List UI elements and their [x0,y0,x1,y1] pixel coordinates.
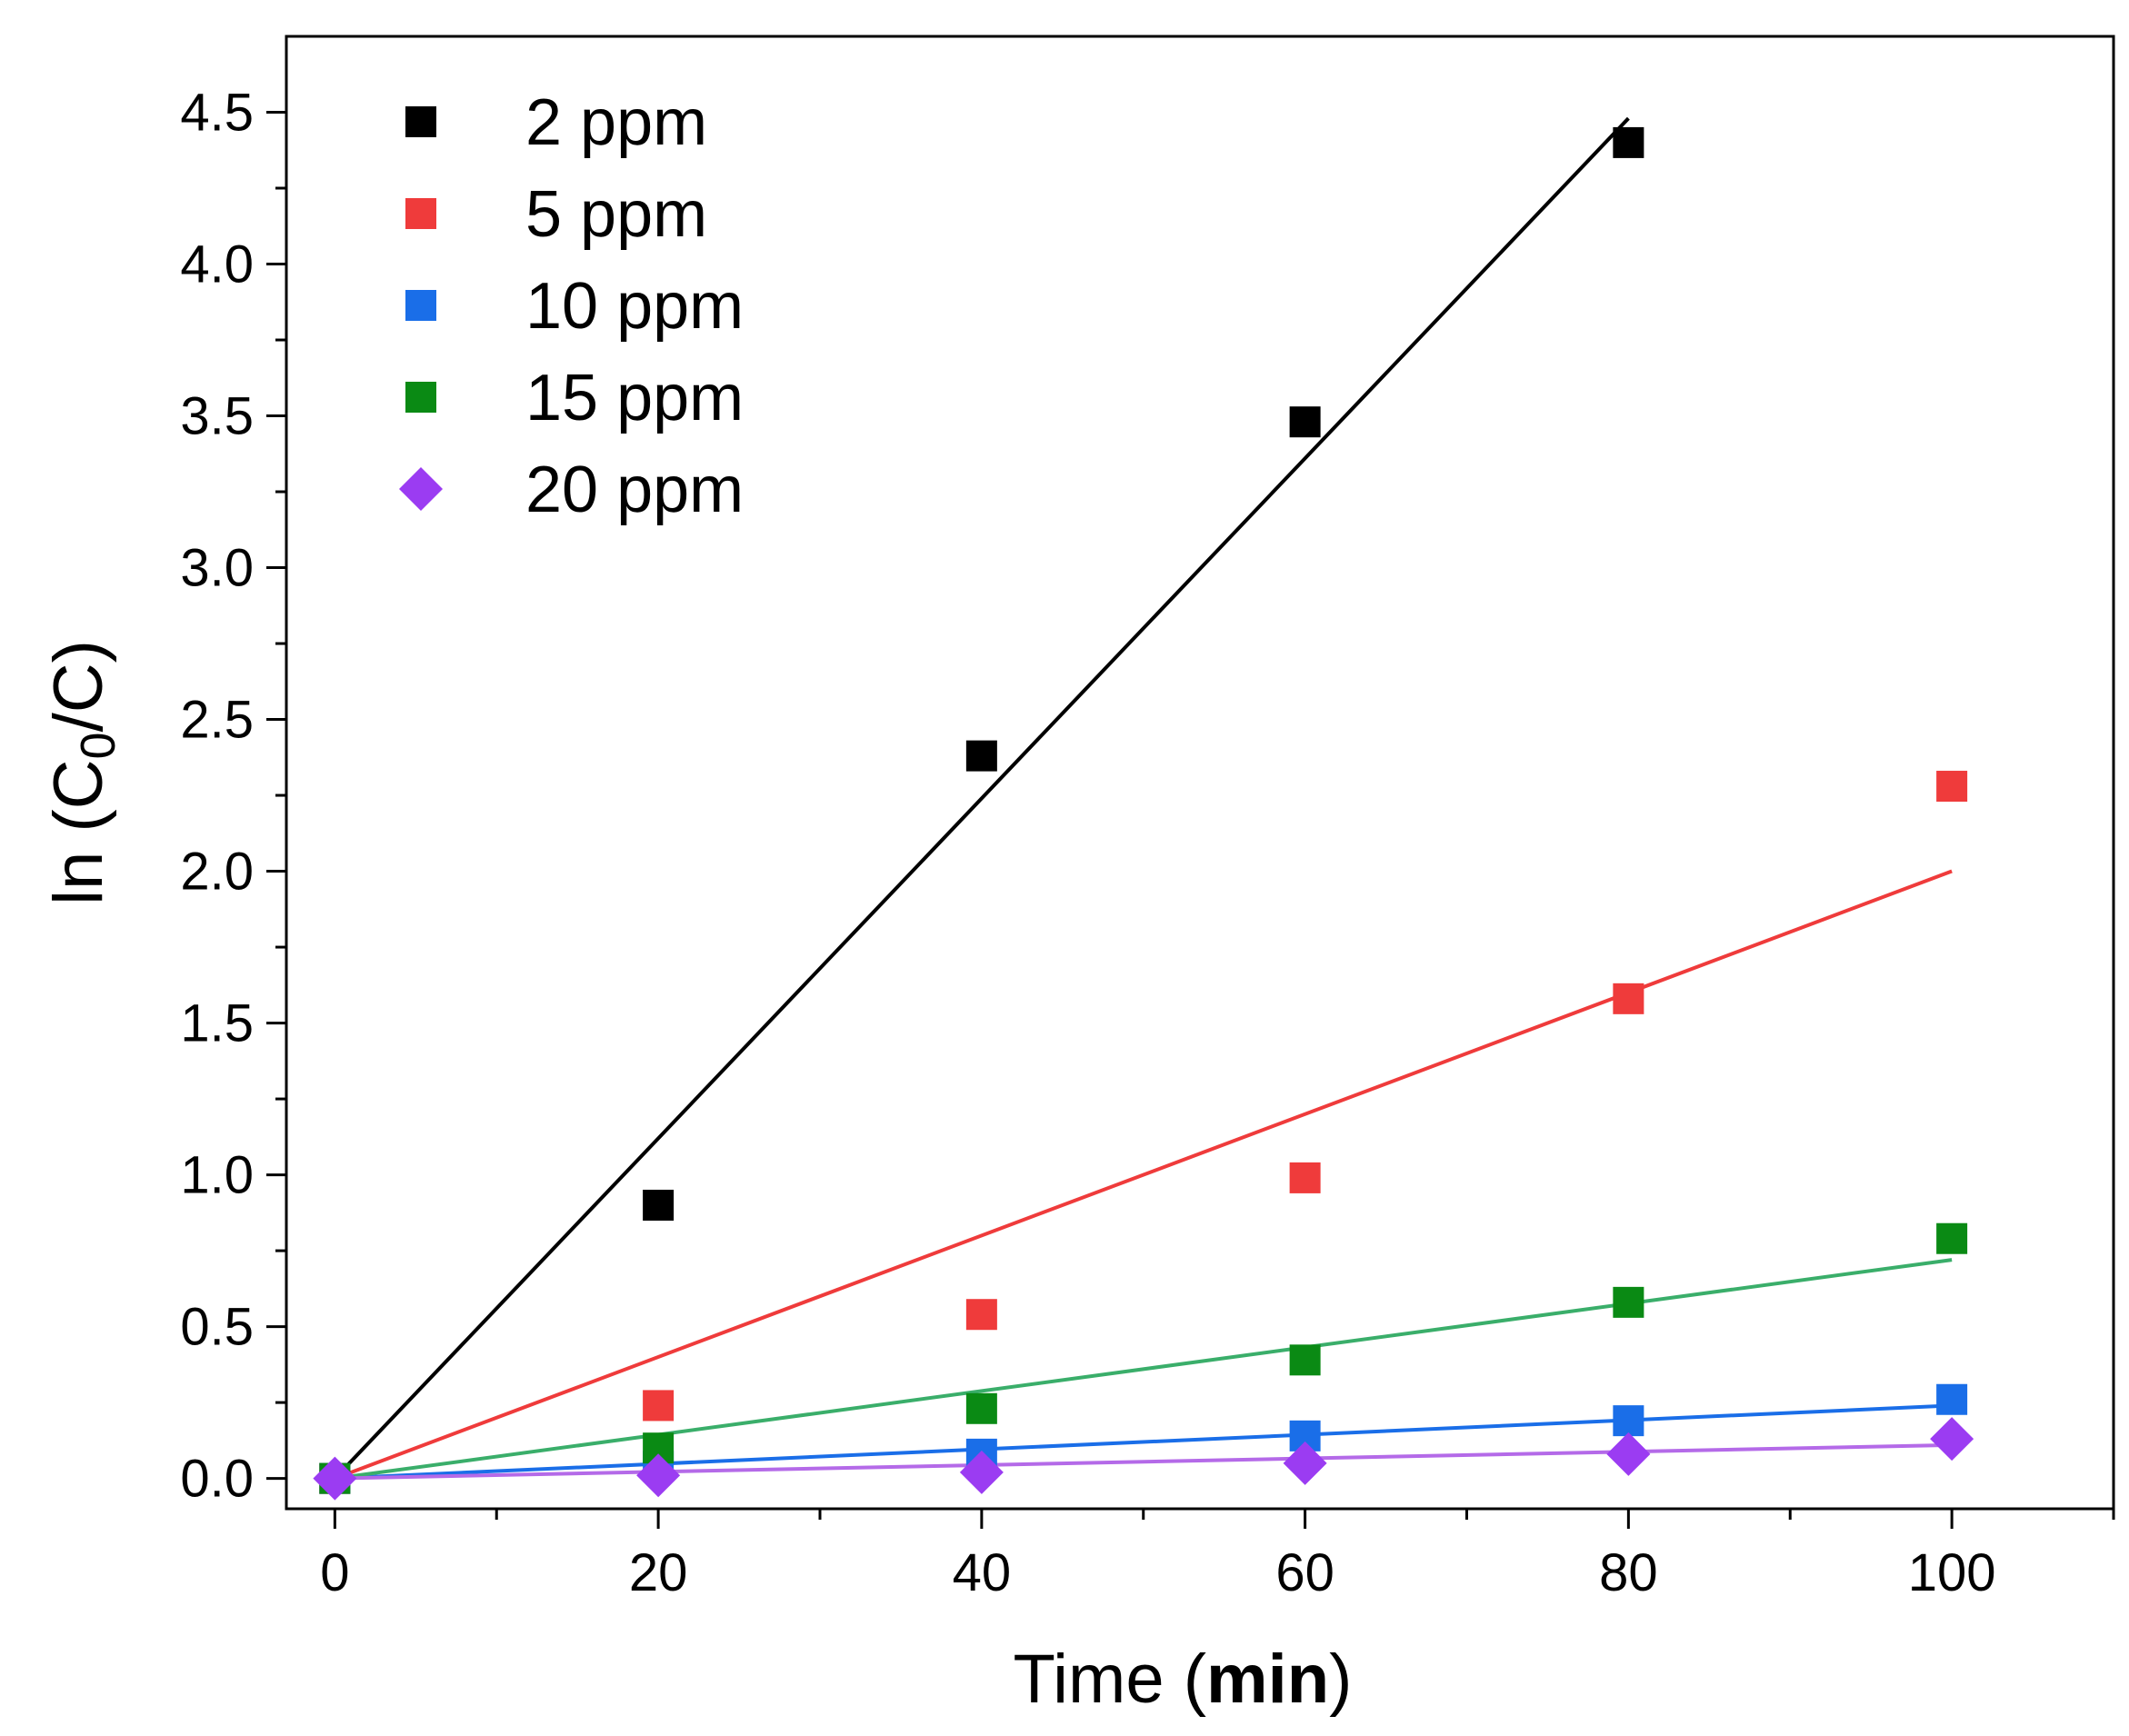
fit-line-20-ppm [335,1442,1953,1481]
data-point [1283,1441,1327,1485]
x-tick-label: 80 [1599,1543,1658,1602]
fit-line-5-ppm [334,869,1953,1481]
data-point [1289,1162,1321,1193]
legend-marker [405,290,436,321]
legend-label: 15 ppm [525,362,744,434]
legend-item: 5 ppm [405,178,707,251]
legend-marker [405,198,436,229]
legend-item: 10 ppm [405,270,744,343]
fit-lines [333,116,1953,1481]
fit-line-15-ppm [335,1258,1953,1481]
legend: 2 ppm 5 ppm 10 ppm 15 ppm 20 ppm [399,86,744,526]
data-point [1936,1383,1968,1415]
y-tick-label: 4.5 [180,84,254,143]
x-tick-label: 0 [320,1543,349,1602]
legend-item: 20 ppm [399,454,744,526]
y-tick-label: 0.0 [180,1450,254,1509]
data-point [965,1392,997,1424]
data-point [1936,1222,1968,1254]
y-tick-label: 1.0 [180,1146,254,1205]
data-point [1289,406,1321,438]
data-point [1606,1432,1651,1476]
data-point [965,1299,997,1331]
legend-label: 20 ppm [525,454,744,526]
x-tick-label: 20 [629,1543,688,1602]
data-point [1613,1286,1644,1318]
x-tick-label: 60 [1275,1543,1334,1602]
series-20-ppm [313,1417,1974,1501]
legend-marker [405,106,436,137]
y-tick-label: 3.5 [180,387,254,446]
plot-frame [285,35,2115,1511]
data-point [1613,126,1644,158]
series-5-ppm [319,771,1968,1494]
y-tick-label: 1.5 [180,994,254,1053]
data-point [1930,1417,1974,1462]
legend-label: 5 ppm [525,178,707,251]
data-point [313,1456,357,1501]
x-tick-label: 100 [1908,1543,1996,1602]
y-tick-label: 2.5 [180,691,254,750]
x-axis-title: Time (min) [1014,1641,1353,1718]
fit-line-2-ppm [333,116,1630,1480]
data-points [313,126,1974,1501]
legend-label: 10 ppm [525,270,744,343]
data-point [1613,983,1644,1014]
series-15-ppm [319,1222,1968,1494]
x-tick-label: 40 [953,1543,1012,1602]
y-tick-label: 2.0 [180,843,254,902]
y-tick-label: 4.0 [180,235,254,294]
data-point [1289,1344,1321,1376]
data-point [1936,771,1968,803]
data-point [643,1390,675,1422]
legend-marker [399,467,443,511]
tick-layer [266,111,2115,1529]
fit-line-10-ppm [335,1403,1953,1481]
series-2-ppm [319,126,1644,1494]
data-point [643,1189,675,1221]
y-tick-label: 3.0 [180,539,254,598]
series-10-ppm [319,1383,1968,1494]
legend-item: 2 ppm [405,86,707,159]
y-axis-title: ln (C0/C) [40,640,125,905]
tick-labels: 0 20 40 60 80 100 0.0 0.5 1.0 1.5 2.0 2.5 3.0 3.5 4.0 4… [180,84,1995,1602]
legend-label: 2 ppm [525,86,707,159]
legend-item: 15 ppm [405,362,744,434]
data-point [1613,1405,1644,1437]
data-point [965,740,997,772]
data-point [959,1450,1004,1494]
legend-marker [405,382,436,413]
data-point [636,1453,681,1498]
y-tick-label: 0.5 [180,1298,254,1357]
